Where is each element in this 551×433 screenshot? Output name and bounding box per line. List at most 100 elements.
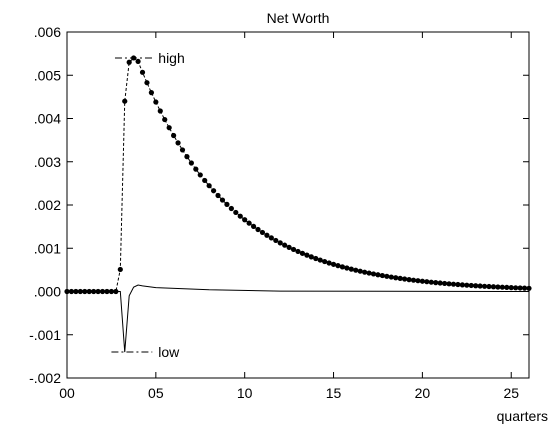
data-point — [370, 271, 377, 277]
data-point — [521, 285, 528, 291]
data-point — [402, 276, 408, 282]
data-point — [477, 283, 483, 289]
y-tick-label: .002 — [34, 197, 61, 213]
data-point — [464, 282, 470, 288]
annotation-label-low: low — [158, 344, 180, 360]
data-point — [384, 273, 390, 279]
data-point — [171, 132, 177, 139]
data-point — [504, 284, 510, 291]
data-point — [393, 275, 399, 281]
data-point — [268, 235, 274, 241]
x-tick-label: 15 — [326, 385, 342, 401]
data-point — [375, 272, 381, 278]
chart-title: Net Worth — [267, 10, 330, 26]
data-point — [415, 278, 421, 284]
series-high — [64, 55, 532, 295]
data-point — [433, 280, 439, 286]
y-tick-label: .000 — [34, 284, 61, 300]
data-point — [215, 192, 221, 199]
data-point — [282, 242, 288, 248]
data-point — [424, 279, 430, 285]
data-point — [362, 269, 368, 275]
data-point — [330, 261, 337, 267]
data-point — [486, 283, 492, 290]
data-point — [202, 177, 208, 184]
data-point — [277, 240, 283, 246]
y-tick-label: .001 — [34, 240, 61, 256]
data-point — [441, 280, 448, 287]
data-point — [237, 213, 243, 219]
data-point — [219, 197, 226, 203]
data-point — [339, 264, 346, 270]
annotations: high low — [111, 50, 185, 360]
data-point — [397, 275, 403, 281]
data-point — [197, 172, 203, 178]
data-point — [450, 281, 457, 287]
data-point — [379, 272, 386, 279]
axes: -.002 -.001 .000 .001 .002 .003 .004 .005 .006 00… — [29, 24, 530, 401]
data-point — [419, 278, 425, 284]
data-point — [326, 260, 332, 266]
data-point — [366, 270, 372, 276]
x-tick-label: 25 — [503, 385, 519, 401]
data-point — [259, 229, 266, 236]
data-point — [344, 265, 350, 271]
y-tick-label: -.001 — [29, 327, 61, 343]
x-tick-label: 00 — [59, 385, 75, 401]
data-point — [388, 274, 394, 280]
data-point — [295, 248, 301, 255]
data-point — [135, 58, 141, 65]
data-point — [175, 140, 181, 146]
y-tick-label: .003 — [34, 154, 61, 170]
series-layer — [64, 55, 532, 353]
x-tick-label: 05 — [148, 385, 164, 401]
data-point — [495, 284, 501, 290]
data-point — [290, 246, 297, 253]
data-point — [122, 98, 128, 104]
data-point — [228, 205, 234, 212]
data-point — [264, 232, 270, 238]
data-point — [206, 183, 212, 189]
x-axis-label: quarters — [497, 408, 548, 424]
y-tick-label: -.002 — [29, 370, 61, 386]
data-point — [437, 280, 443, 286]
y-tick-label: .006 — [34, 24, 61, 40]
data-point — [255, 226, 261, 233]
data-point — [148, 90, 155, 96]
data-point — [117, 266, 123, 273]
data-point — [335, 263, 341, 269]
data-point — [481, 283, 488, 289]
data-point — [526, 285, 532, 291]
series-line-low — [67, 284, 530, 353]
data-point — [468, 282, 474, 289]
annotation-label-high: high — [158, 50, 184, 66]
data-point — [455, 281, 461, 288]
data-point — [126, 59, 132, 65]
data-point — [428, 279, 434, 285]
data-point — [410, 277, 417, 283]
data-point — [273, 237, 279, 244]
data-point — [357, 268, 363, 274]
data-point — [153, 99, 159, 105]
data-point — [157, 108, 163, 114]
data-point — [308, 254, 314, 260]
data-point — [473, 283, 479, 289]
data-point — [184, 154, 190, 160]
data-point — [242, 217, 248, 223]
data-point — [188, 160, 194, 166]
data-point — [406, 277, 412, 283]
x-tick-label: 10 — [237, 385, 253, 401]
data-point — [224, 201, 230, 207]
data-point — [313, 255, 319, 262]
data-point — [286, 244, 292, 250]
x-tick-label: 20 — [415, 385, 431, 401]
data-point — [446, 281, 452, 287]
data-point — [144, 80, 150, 86]
data-point — [299, 250, 306, 256]
data-point — [353, 267, 359, 273]
data-point — [250, 223, 257, 230]
data-point — [162, 116, 168, 123]
data-point — [513, 285, 519, 291]
data-point — [304, 252, 310, 258]
